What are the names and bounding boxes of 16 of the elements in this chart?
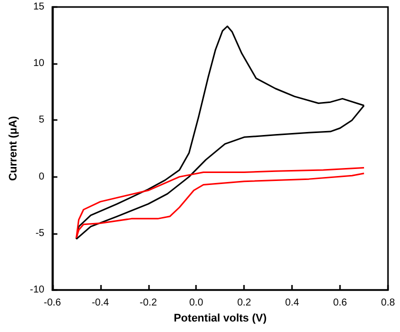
x-tick-label: 0.8 <box>381 298 396 308</box>
y-tick-label: -5 <box>35 228 45 239</box>
x-tick-label: -0.4 <box>92 298 110 308</box>
x-tick-label: 0.0 <box>189 298 204 308</box>
x-axis-title: Potential volts (V) <box>174 312 267 324</box>
x-tick-label: -0.2 <box>140 298 158 308</box>
y-tick-label: -10 <box>30 284 45 296</box>
x-tick-label: 0.2 <box>237 298 252 308</box>
y-tick-label: 0 <box>38 171 45 182</box>
y-axis-title: Current (μA) <box>8 116 20 181</box>
y-tick-label: 10 <box>33 58 45 70</box>
y-tick-label: 15 <box>33 2 45 12</box>
y-tick-label: 5 <box>38 114 45 126</box>
x-tick-label: -0.6 <box>44 298 62 308</box>
x-tick-label: 0.6 <box>333 298 348 308</box>
x-tick-label: 0.4 <box>285 298 300 308</box>
